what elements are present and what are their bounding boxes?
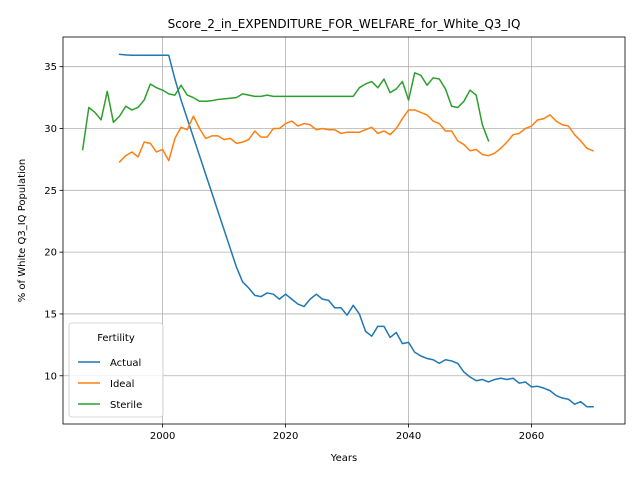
x-tick-label: 2060 bbox=[519, 431, 544, 442]
chart-title: Score_2_in_EXPENDITURE_FOR_WELFARE_for_W… bbox=[168, 17, 521, 31]
legend-label-ideal: Ideal bbox=[110, 379, 134, 390]
y-tick-label: 15 bbox=[44, 309, 57, 320]
y-axis-label: % of White Q3_IQ Population bbox=[17, 159, 28, 303]
y-tick-label: 25 bbox=[44, 186, 57, 197]
y-tick-label: 30 bbox=[44, 124, 57, 135]
legend: Fertility Actual Ideal Sterile bbox=[68, 322, 164, 418]
x-tick-label: 2000 bbox=[150, 431, 175, 442]
plot-frame bbox=[62, 36, 626, 425]
x-tick-label: 2040 bbox=[396, 431, 421, 442]
legend-title: Fertility bbox=[97, 333, 135, 344]
series-line-sterile bbox=[81, 72, 490, 151]
legend-label-sterile: Sterile bbox=[110, 400, 142, 411]
legend-box bbox=[68, 322, 164, 418]
series-line-actual bbox=[118, 53, 594, 408]
x-tick-label: 2020 bbox=[273, 431, 298, 442]
axis-ticks: 2000 2020 2040 2060 10 15 20 25 30 35 bbox=[44, 62, 544, 442]
series-lines bbox=[81, 53, 595, 408]
series-line-ideal bbox=[118, 109, 595, 163]
x-axis-label: Years bbox=[330, 453, 357, 464]
legend-label-actual: Actual bbox=[110, 358, 141, 369]
y-tick-label: 35 bbox=[44, 62, 57, 73]
y-tick-label: 10 bbox=[44, 371, 57, 382]
y-tick-label: 20 bbox=[44, 248, 57, 259]
grid-lines bbox=[63, 37, 625, 424]
